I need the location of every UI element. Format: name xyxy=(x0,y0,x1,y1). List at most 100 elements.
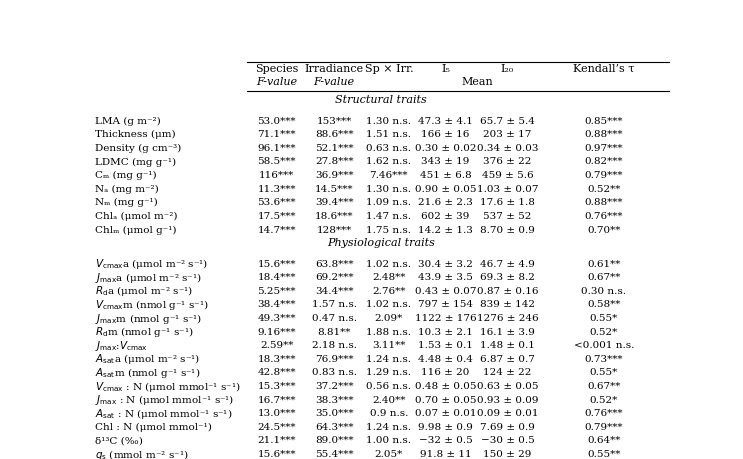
Text: 88.6***: 88.6*** xyxy=(315,130,354,139)
Text: 43.9 ± 3.5: 43.9 ± 3.5 xyxy=(418,273,473,282)
Text: $V_{\mathrm{cmax}}$m (nmol g⁻¹ s⁻¹): $V_{\mathrm{cmax}}$m (nmol g⁻¹ s⁻¹) xyxy=(95,298,209,312)
Text: 0.30 ± 0.02: 0.30 ± 0.02 xyxy=(415,144,476,153)
Text: 128***: 128*** xyxy=(317,225,351,235)
Text: 1.30 n.s.: 1.30 n.s. xyxy=(366,117,412,126)
Text: 14.7***: 14.7*** xyxy=(257,225,296,235)
Text: 96.1***: 96.1*** xyxy=(257,144,296,153)
Text: 18.6***: 18.6*** xyxy=(315,212,354,221)
Text: 15.3***: 15.3*** xyxy=(257,382,296,391)
Text: LDMC (mg g⁻¹): LDMC (mg g⁻¹) xyxy=(95,157,176,167)
Text: 17.5***: 17.5*** xyxy=(257,212,296,221)
Text: 203 ± 17: 203 ± 17 xyxy=(483,130,532,139)
Text: 0.88***: 0.88*** xyxy=(585,130,623,139)
Text: Mean: Mean xyxy=(461,78,493,87)
Text: $J_{\mathrm{max}}$:$V_{\mathrm{cmax}}$: $J_{\mathrm{max}}$:$V_{\mathrm{cmax}}$ xyxy=(95,339,148,353)
Text: 39.4***: 39.4*** xyxy=(315,198,354,207)
Text: 2.05*: 2.05* xyxy=(374,450,403,459)
Text: 71.1***: 71.1*** xyxy=(257,130,296,139)
Text: 38.3***: 38.3*** xyxy=(315,396,354,405)
Text: $J_{\mathrm{max}}$m (nmol g⁻¹ s⁻¹): $J_{\mathrm{max}}$m (nmol g⁻¹ s⁻¹) xyxy=(95,312,203,325)
Text: 602 ± 39: 602 ± 39 xyxy=(421,212,470,221)
Text: 0.48 ± 0.05: 0.48 ± 0.05 xyxy=(415,382,476,391)
Text: 1.24 n.s.: 1.24 n.s. xyxy=(366,355,412,364)
Text: Nₐ (mg m⁻²): Nₐ (mg m⁻²) xyxy=(95,185,159,194)
Text: Nₘ (mg g⁻¹): Nₘ (mg g⁻¹) xyxy=(95,198,158,207)
Text: 21.6 ± 2.3: 21.6 ± 2.3 xyxy=(418,198,473,207)
Text: 10.3 ± 2.1: 10.3 ± 2.1 xyxy=(418,328,473,336)
Text: 2.76**: 2.76** xyxy=(372,287,406,296)
Text: 0.79***: 0.79*** xyxy=(585,171,623,180)
Text: δ¹³C (‰): δ¹³C (‰) xyxy=(95,437,143,446)
Text: 0.63 ± 0.05: 0.63 ± 0.05 xyxy=(477,382,538,391)
Text: 38.4***: 38.4*** xyxy=(257,301,296,309)
Text: 58.5***: 58.5*** xyxy=(257,157,296,167)
Text: 91.8 ± 11: 91.8 ± 11 xyxy=(420,450,471,459)
Text: 1.53 ± 0.1: 1.53 ± 0.1 xyxy=(418,341,473,350)
Text: 1.29 n.s.: 1.29 n.s. xyxy=(366,369,412,377)
Text: $R_{\mathrm{d}}$a (μmol m⁻² s⁻¹): $R_{\mathrm{d}}$a (μmol m⁻² s⁻¹) xyxy=(95,284,193,298)
Text: 35.0***: 35.0*** xyxy=(315,409,354,418)
Text: 2.59**: 2.59** xyxy=(260,341,293,350)
Text: <0.001 n.s.: <0.001 n.s. xyxy=(574,341,634,350)
Text: 150 ± 29: 150 ± 29 xyxy=(483,450,532,459)
Text: 53.0***: 53.0*** xyxy=(257,117,296,126)
Text: 124 ± 22: 124 ± 22 xyxy=(483,369,532,377)
Text: 0.52**: 0.52** xyxy=(587,185,620,194)
Text: 15.6***: 15.6*** xyxy=(257,260,296,269)
Text: 13.0***: 13.0*** xyxy=(257,409,296,418)
Text: 1.09 n.s.: 1.09 n.s. xyxy=(366,198,412,207)
Text: $A_{\mathrm{sat}}$m (nmol g⁻¹ s⁻¹): $A_{\mathrm{sat}}$m (nmol g⁻¹ s⁻¹) xyxy=(95,366,201,380)
Text: 459 ± 5.6: 459 ± 5.6 xyxy=(481,171,533,180)
Text: Density (g cm⁻³): Density (g cm⁻³) xyxy=(95,144,181,153)
Text: 166 ± 16: 166 ± 16 xyxy=(421,130,470,139)
Text: 0.55*: 0.55* xyxy=(590,369,618,377)
Text: $A_{\mathrm{sat}}$a (μmol m⁻² s⁻¹): $A_{\mathrm{sat}}$a (μmol m⁻² s⁻¹) xyxy=(95,353,201,366)
Text: 30.4 ± 3.2: 30.4 ± 3.2 xyxy=(418,260,473,269)
Text: 76.9***: 76.9*** xyxy=(315,355,354,364)
Text: 1.47 n.s.: 1.47 n.s. xyxy=(366,212,412,221)
Text: 17.6 ± 1.8: 17.6 ± 1.8 xyxy=(480,198,535,207)
Text: $J_{\mathrm{max}}$a (μmol m⁻² s⁻¹): $J_{\mathrm{max}}$a (μmol m⁻² s⁻¹) xyxy=(95,271,202,285)
Text: 0.09 ± 0.01: 0.09 ± 0.01 xyxy=(477,409,538,418)
Text: 0.70**: 0.70** xyxy=(587,225,620,235)
Text: 1.00 n.s.: 1.00 n.s. xyxy=(366,437,412,446)
Text: Structural traits: Structural traits xyxy=(335,95,426,105)
Text: 0.56 n.s.: 0.56 n.s. xyxy=(366,382,412,391)
Text: 15.6***: 15.6*** xyxy=(257,450,296,459)
Text: 0.97***: 0.97*** xyxy=(585,144,623,153)
Text: 0.63 n.s.: 0.63 n.s. xyxy=(366,144,412,153)
Text: 46.7 ± 4.9: 46.7 ± 4.9 xyxy=(480,260,535,269)
Text: 1.62 n.s.: 1.62 n.s. xyxy=(366,157,412,167)
Text: Cₘ (mg g⁻¹): Cₘ (mg g⁻¹) xyxy=(95,171,157,180)
Text: Sp × Irr.: Sp × Irr. xyxy=(365,64,413,74)
Text: 0.85***: 0.85*** xyxy=(585,117,623,126)
Text: 5.25***: 5.25*** xyxy=(257,287,296,296)
Text: 839 ± 142: 839 ± 142 xyxy=(480,301,535,309)
Text: LMA (g m⁻²): LMA (g m⁻²) xyxy=(95,117,161,126)
Text: 376 ± 22: 376 ± 22 xyxy=(483,157,532,167)
Text: 0.30 n.s.: 0.30 n.s. xyxy=(582,287,626,296)
Text: 1.75 n.s.: 1.75 n.s. xyxy=(366,225,412,235)
Text: 0.67**: 0.67** xyxy=(587,273,620,282)
Text: 89.0***: 89.0*** xyxy=(315,437,354,446)
Text: 451 ± 6.8: 451 ± 6.8 xyxy=(420,171,471,180)
Text: 7.69 ± 0.9: 7.69 ± 0.9 xyxy=(480,423,535,432)
Text: 55.4***: 55.4*** xyxy=(315,450,354,459)
Text: 0.82***: 0.82*** xyxy=(585,157,623,167)
Text: 8.70 ± 0.9: 8.70 ± 0.9 xyxy=(480,225,535,235)
Text: −32 ± 0.5: −32 ± 0.5 xyxy=(419,437,473,446)
Text: 6.87 ± 0.7: 6.87 ± 0.7 xyxy=(480,355,535,364)
Text: 0.83 n.s.: 0.83 n.s. xyxy=(311,369,357,377)
Text: $V_{\mathrm{cmax}}$a (μmol m⁻² s⁻¹): $V_{\mathrm{cmax}}$a (μmol m⁻² s⁻¹) xyxy=(95,257,209,271)
Text: 0.34 ± 0.03: 0.34 ± 0.03 xyxy=(477,144,538,153)
Text: 7.46***: 7.46*** xyxy=(369,171,408,180)
Text: 49.3***: 49.3*** xyxy=(257,314,296,323)
Text: 0.76***: 0.76*** xyxy=(585,212,623,221)
Text: 0.43 ± 0.07: 0.43 ± 0.07 xyxy=(415,287,476,296)
Text: 2.18 n.s.: 2.18 n.s. xyxy=(311,341,357,350)
Text: 116 ± 20: 116 ± 20 xyxy=(421,369,470,377)
Text: 0.70 ± 0.05: 0.70 ± 0.05 xyxy=(415,396,476,405)
Text: 1.51 n.s.: 1.51 n.s. xyxy=(366,130,412,139)
Text: 9.16***: 9.16*** xyxy=(257,328,296,336)
Text: 24.5***: 24.5*** xyxy=(257,423,296,432)
